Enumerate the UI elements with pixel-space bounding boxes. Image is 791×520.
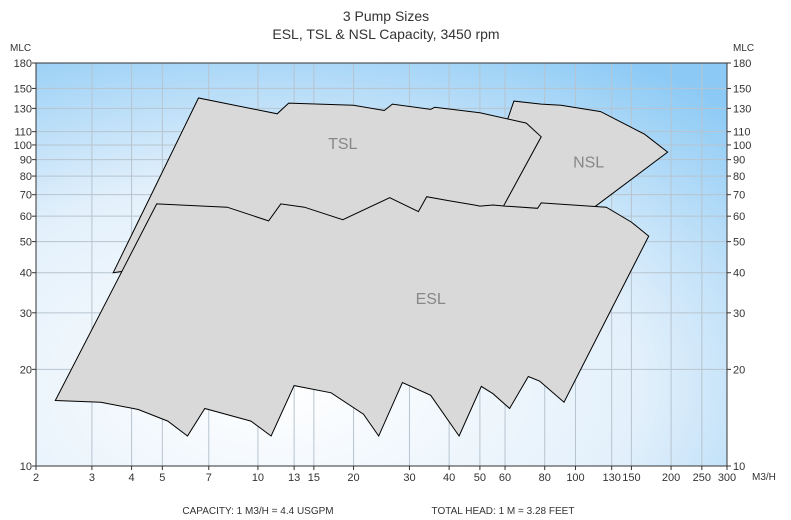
y-tick-label-right: 150 bbox=[733, 83, 751, 95]
y-tick-label-left: 60 bbox=[20, 211, 32, 223]
chart-title-line1: 3 Pump Sizes bbox=[343, 8, 429, 24]
y-unit-left: MLC bbox=[10, 43, 31, 54]
axis-ticks: 2 3 4 5 7 10 13 15 20 30 40 50 60 80 100 130 150 200 250 30… bbox=[14, 58, 752, 484]
x-tick-label: 130 bbox=[602, 472, 620, 484]
y-tick-label-right: 20 bbox=[733, 364, 745, 376]
y-tick-label-right: 90 bbox=[733, 155, 745, 167]
y-tick-label-right: 80 bbox=[733, 171, 745, 183]
x-tick-label: 20 bbox=[347, 472, 359, 484]
plot-frame bbox=[35, 62, 728, 467]
x-tick-label: 200 bbox=[662, 472, 680, 484]
region-esl bbox=[54, 196, 650, 438]
y-tick-label-left: 90 bbox=[20, 155, 32, 167]
x-tick-label: 50 bbox=[474, 472, 486, 484]
y-tick-label-left: 20 bbox=[20, 364, 32, 376]
x-tick-label: 60 bbox=[499, 472, 511, 484]
y-tick-label-left: 50 bbox=[20, 237, 32, 249]
y-tick-label-right: 40 bbox=[733, 268, 745, 280]
y-tick-label-left: 150 bbox=[14, 83, 32, 95]
x-tick-label: 2 bbox=[33, 472, 39, 484]
x-tick-label: 80 bbox=[539, 472, 551, 484]
footer-capacity: CAPACITY: 1 M3/H = 4.4 USGPM bbox=[182, 506, 333, 517]
x-unit-label: M3/H bbox=[752, 472, 776, 483]
footer-total-head: TOTAL HEAD: 1 M = 3.28 FEET bbox=[432, 506, 575, 517]
x-tick-label: 3 bbox=[89, 472, 95, 484]
region-label-tsl: TSL bbox=[328, 136, 357, 153]
y-tick-label-right: 100 bbox=[733, 140, 751, 152]
y-tick-label-left: 180 bbox=[14, 58, 32, 70]
chart-title-line2: ESL, TSL & NSL Capacity, 3450 rpm bbox=[272, 26, 499, 42]
region-label-nsl: NSL bbox=[573, 155, 604, 172]
x-tick-label: 5 bbox=[159, 472, 165, 484]
x-tick-label: 13 bbox=[288, 472, 300, 484]
x-tick-label: 150 bbox=[622, 472, 640, 484]
y-tick-label-left: 10 bbox=[20, 461, 32, 473]
y-tick-label-left: 110 bbox=[14, 127, 32, 139]
x-tick-label: 7 bbox=[206, 472, 212, 484]
y-tick-label-right: 60 bbox=[733, 211, 745, 223]
x-tick-label: 250 bbox=[693, 472, 711, 484]
region-label-esl: ESL bbox=[416, 291, 446, 308]
x-tick-label: 100 bbox=[566, 472, 584, 484]
y-tick-label-right: 70 bbox=[733, 190, 745, 202]
x-tick-label: 15 bbox=[308, 472, 320, 484]
y-tick-label-right: 110 bbox=[733, 127, 751, 139]
y-tick-label-right: 10 bbox=[733, 461, 745, 473]
x-tick-label: 40 bbox=[443, 472, 455, 484]
y-tick-label-left: 80 bbox=[20, 171, 32, 183]
y-tick-label-right: 180 bbox=[733, 58, 751, 70]
y-tick-label-left: 30 bbox=[20, 308, 32, 320]
capacity-regions: NSL TSL ESL bbox=[54, 97, 669, 438]
y-tick-label-left: 40 bbox=[20, 268, 32, 280]
x-tick-label: 30 bbox=[403, 472, 415, 484]
x-tick-label: 300 bbox=[718, 472, 736, 484]
x-tick-label: 10 bbox=[252, 472, 264, 484]
x-tick-label: 4 bbox=[129, 472, 135, 484]
y-tick-label-right: 30 bbox=[733, 308, 745, 320]
y-tick-label-right: 50 bbox=[733, 237, 745, 249]
y-tick-label-left: 130 bbox=[14, 103, 32, 115]
y-tick-label-left: 70 bbox=[20, 190, 32, 202]
y-unit-right: MLC bbox=[733, 43, 754, 54]
y-tick-label-right: 130 bbox=[733, 103, 751, 115]
y-tick-label-left: 100 bbox=[14, 140, 32, 152]
